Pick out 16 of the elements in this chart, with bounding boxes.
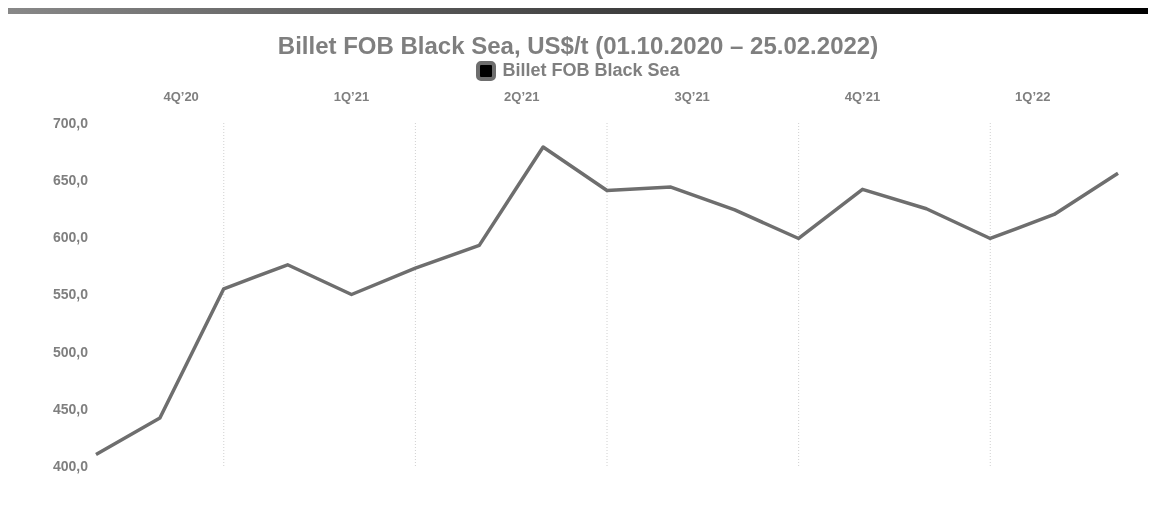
text: 1Q’21: [332, 89, 371, 104]
y-tick-label: 650,0: [52, 172, 89, 189]
text: 3Q’21: [673, 89, 711, 104]
y-tick-label: 550,0: [52, 286, 89, 303]
y-tick-label: 400,0: [52, 457, 89, 474]
y-tick-label: 450,0: [52, 400, 89, 417]
text: 2Q’21: [503, 89, 541, 104]
text: 1Q’22: [1014, 89, 1052, 104]
legend-label: Billet FOB Black Sea: [502, 60, 680, 81]
y-tick-label: 600,0: [52, 229, 89, 246]
y-tick-label: 700,0: [52, 114, 89, 131]
text: 4Q’20: [162, 89, 200, 104]
text: 4Q’21: [843, 89, 882, 104]
y-tick-label: 500,0: [52, 343, 89, 360]
line-series: [94, 145, 1120, 457]
chart-title: Billet FOB Black Sea, US$/t (01.10.2020 – 25.02.2022): [276, 32, 880, 60]
